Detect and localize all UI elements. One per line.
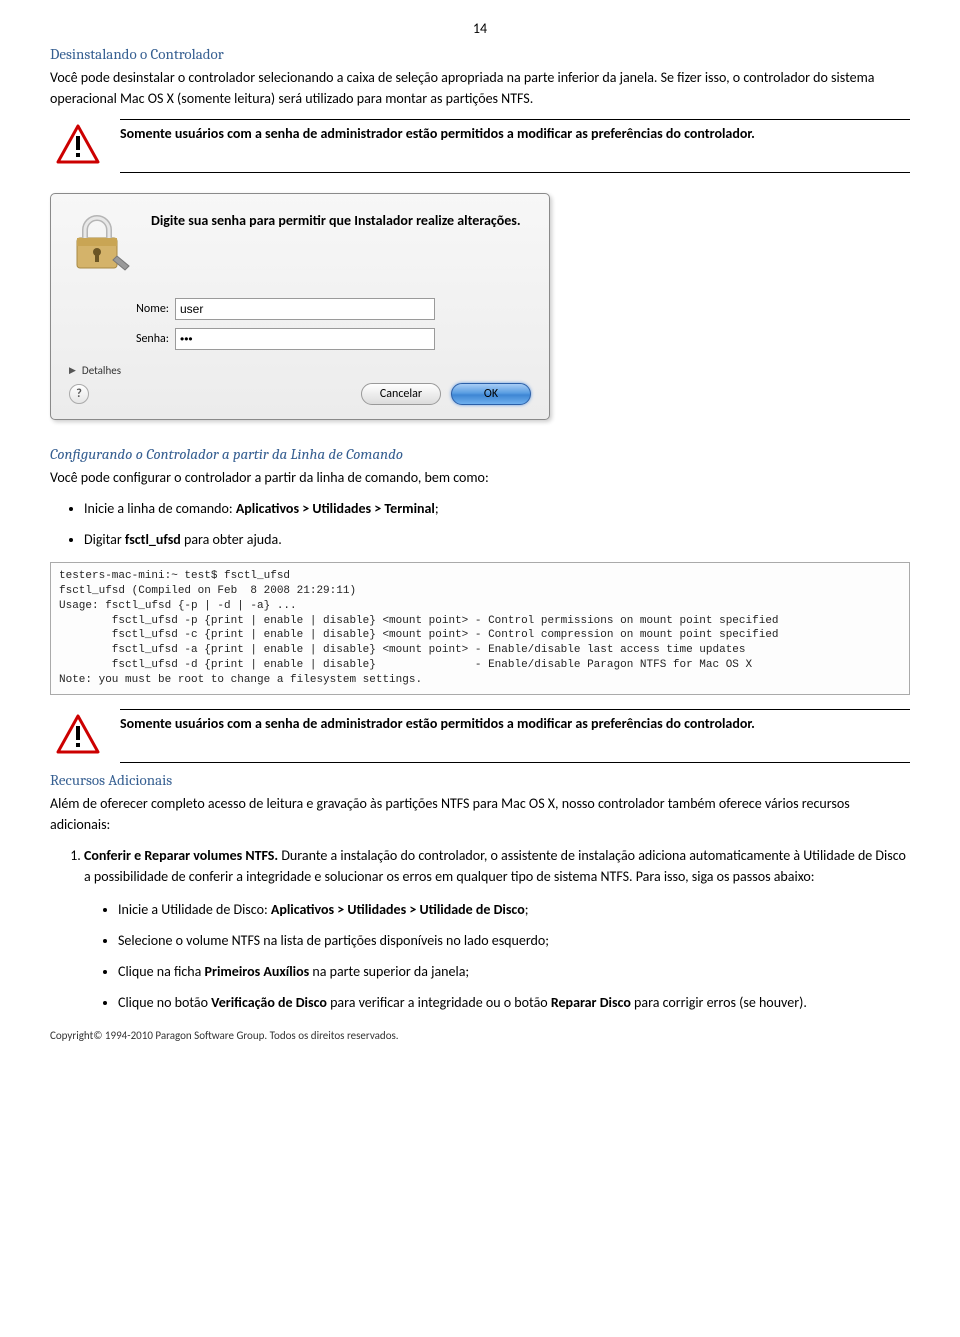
details-toggle[interactable]: ▶ Detalhes xyxy=(69,364,121,377)
warning-icon xyxy=(50,714,110,758)
terminal-output: testers-mac-mini:~ test$ fsctl_ufsd fsct… xyxy=(50,562,910,695)
list-item: Inicie a Utilidade de Disco: Aplicativos… xyxy=(118,899,910,920)
password-input[interactable] xyxy=(175,328,435,350)
details-label: Detalhes xyxy=(82,364,121,377)
lock-icon xyxy=(69,212,133,276)
name-label: Nome: xyxy=(109,302,169,316)
name-input[interactable] xyxy=(175,298,435,320)
divider xyxy=(120,119,910,120)
copyright: Copyright© 1994-2010 Paragon Software Gr… xyxy=(50,1029,910,1042)
help-button[interactable]: ? xyxy=(69,384,89,404)
section-title-cli: Configurando o Controlador a partir da L… xyxy=(50,445,910,463)
warning-icon xyxy=(50,124,110,168)
paragraph-uninstall: Você pode desinstalar o controlador sele… xyxy=(50,67,910,109)
paragraph-cli-intro: Você pode configurar o controlador a par… xyxy=(50,467,910,488)
cancel-button[interactable]: Cancelar xyxy=(361,383,441,405)
list-item: Clique no botão Verificação de Disco par… xyxy=(118,992,910,1013)
divider xyxy=(120,709,910,710)
list-item: Digitar fsctl_ufsd para obter ajuda. xyxy=(84,529,910,550)
chevron-right-icon: ▶ xyxy=(69,365,76,376)
list-item: Conferir e Reparar volumes NTFS. Durante… xyxy=(84,845,910,887)
warning-text: Somente usuários com a senha de administ… xyxy=(110,124,755,144)
section-title-uninstall: Desinstalando o Controlador xyxy=(50,45,910,63)
ok-button[interactable]: OK xyxy=(451,383,531,405)
auth-message: Digite sua senha para permitir que Insta… xyxy=(151,212,521,230)
list-item: Inicie a linha de comando: Aplicativos >… xyxy=(84,498,910,519)
list-item: Selecione o volume NTFS na lista de part… xyxy=(118,930,910,951)
divider xyxy=(120,172,910,173)
divider xyxy=(120,762,910,763)
warning-box: Somente usuários com a senha de administ… xyxy=(50,714,910,758)
list-item: Clique na ficha Primeiros Auxílios na pa… xyxy=(118,961,910,982)
auth-dialog: Digite sua senha para permitir que Insta… xyxy=(50,193,550,420)
warning-text: Somente usuários com a senha de administ… xyxy=(110,714,755,734)
warning-box: Somente usuários com a senha de administ… xyxy=(50,124,910,168)
section-title-extras: Recursos Adicionais xyxy=(50,771,910,789)
password-label: Senha: xyxy=(109,332,169,346)
paragraph-extras-intro: Além de oferecer completo acesso de leit… xyxy=(50,793,910,835)
page-number: 14 xyxy=(50,20,910,37)
